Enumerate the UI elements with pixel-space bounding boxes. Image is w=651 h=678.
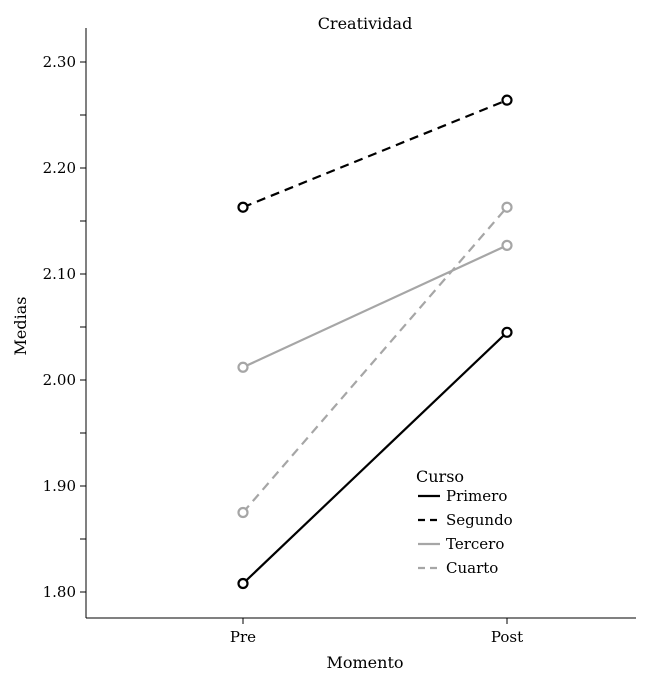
legend-label: Cuarto — [446, 559, 498, 577]
legend-item-primero: Primero — [418, 487, 507, 505]
legend: Curso Primero Segundo Tercero Cuarto — [416, 467, 513, 577]
y-tick-label: 1.90 — [43, 477, 76, 495]
legend-title: Curso — [416, 467, 464, 486]
series-line — [242, 206, 508, 514]
legend-label: Tercero — [446, 535, 504, 553]
legend-item-segundo: Segundo — [418, 511, 513, 529]
data-point — [501, 94, 513, 106]
y-axis-title: Medias — [11, 297, 30, 356]
series-group — [237, 94, 513, 590]
data-point — [237, 506, 249, 519]
chart-title: Creatividad — [318, 14, 413, 33]
y-tick-label: 2.10 — [43, 265, 76, 283]
axes — [85, 28, 636, 619]
y-tick-label: 1.80 — [43, 583, 76, 601]
y-tick-label: 2.00 — [43, 371, 76, 389]
data-point — [501, 201, 513, 213]
x-tick-label: Post — [491, 628, 523, 646]
legend-label: Segundo — [446, 511, 513, 529]
legend-label: Primero — [446, 487, 507, 505]
data-point — [237, 361, 249, 373]
series-line — [242, 244, 508, 369]
x-ticks: Pre Post — [230, 618, 523, 646]
series-primero — [237, 326, 513, 590]
series-tercero — [237, 239, 513, 373]
y-tick-label: 2.30 — [43, 53, 76, 71]
series-cuarto — [237, 201, 513, 519]
series-line — [242, 99, 508, 209]
legend-item-cuarto: Cuarto — [418, 559, 498, 577]
data-point — [501, 239, 513, 251]
y-ticks: 1.80 1.90 2.00 2.10 2.20 2.30 — [43, 53, 86, 601]
legend-item-tercero: Tercero — [418, 535, 504, 553]
y-tick-label: 2.20 — [43, 159, 76, 177]
data-point — [237, 201, 249, 213]
series-line — [242, 331, 508, 585]
x-tick-label: Pre — [230, 628, 256, 646]
x-axis-title: Momento — [326, 653, 403, 672]
data-point — [501, 326, 513, 338]
data-point — [237, 577, 249, 590]
series-segundo — [237, 94, 513, 213]
